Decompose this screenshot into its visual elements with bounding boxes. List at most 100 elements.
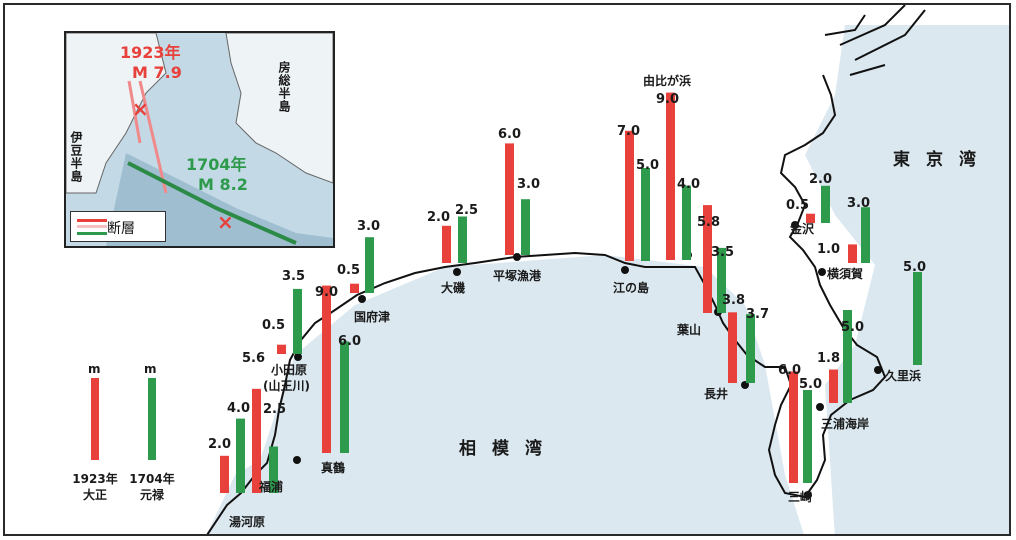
value-label: 5.6 xyxy=(242,351,266,366)
legend-green-era: 元禄 xyxy=(139,488,164,502)
value-label: 3.0 xyxy=(517,177,541,192)
legend-green-year: 1704年 xyxy=(129,472,175,486)
inset-boso xyxy=(225,33,333,184)
fault-1704 xyxy=(127,161,297,245)
place-label: 小田原 xyxy=(271,363,308,377)
epicenter-1704: × xyxy=(217,210,234,234)
tsunami-bar-1704 xyxy=(365,237,374,293)
tsunami-bar-1923 xyxy=(442,225,451,263)
fault-legend-white-gap xyxy=(77,225,107,228)
tsunami-bar-1704 xyxy=(641,168,650,261)
tsunami-bar-1704 xyxy=(521,199,530,255)
tsunami-bar-1923 xyxy=(277,344,286,354)
tsunami-bar-1923 xyxy=(350,283,359,293)
tokyo-bay-label: 東京湾 xyxy=(893,150,992,170)
tsunami-bar-1704 xyxy=(861,207,870,263)
place-label: (山王川) xyxy=(263,379,310,393)
value-label: 0.5 xyxy=(786,198,810,213)
place-label: 国府津 xyxy=(354,310,391,324)
value-label: 2.5 xyxy=(263,402,287,417)
tsunami-bar-1923 xyxy=(806,213,815,223)
tsunami-bar-1704 xyxy=(913,272,922,365)
value-label: 3.5 xyxy=(711,245,735,260)
value-label: 3.7 xyxy=(746,307,770,322)
fault-legend-green-swatch xyxy=(77,232,107,235)
tokyo-bay-water xyxy=(805,25,1009,534)
value-label: 7.0 xyxy=(617,124,641,139)
place-label: 大磯 xyxy=(441,281,466,295)
inset-map: × × 1923年 M 7.9 1704年 M 8.2 房総半島 伊豆半島 断層 xyxy=(64,31,335,248)
value-label: 2.5 xyxy=(455,203,479,218)
value-label: 5.0 xyxy=(841,320,865,335)
eq1923-mag: M 7.9 xyxy=(132,63,182,82)
tsunami-bar-1704 xyxy=(269,446,278,493)
place-label: 葉山 xyxy=(677,323,702,337)
legend-unit-green: m xyxy=(144,362,157,376)
legend-red-era: 大正 xyxy=(82,488,107,502)
place-label: 金沢 xyxy=(790,222,815,236)
tsunami-bar-1704 xyxy=(803,390,812,483)
tsunami-bar-1923 xyxy=(505,143,514,255)
sagami-bay-water xyxy=(206,255,804,534)
inset-land xyxy=(66,33,167,194)
tsunami-bar-1704 xyxy=(746,314,755,383)
value-label: 2.0 xyxy=(809,172,833,187)
value-label: 6.0 xyxy=(338,334,362,349)
value-label: 5.0 xyxy=(799,377,823,392)
legend-red-label: 1923年 大正 xyxy=(67,471,123,503)
fault-legend-red-swatch xyxy=(77,219,107,222)
tsunami-bar-1704 xyxy=(340,341,349,453)
tsunami-bar-1923 xyxy=(625,130,634,261)
tsunami-bar-1704 xyxy=(843,310,852,403)
legend-red-year: 1923年 xyxy=(72,472,118,486)
place-label: 由比が浜 xyxy=(643,74,692,88)
value-label: 9.0 xyxy=(315,285,339,300)
value-label: 5.0 xyxy=(903,260,927,275)
value-label: 2.0 xyxy=(427,210,451,225)
fault-1923 xyxy=(127,80,168,194)
legend-green-swatch xyxy=(148,378,156,460)
tsunami-bar-1704 xyxy=(717,247,726,313)
place-label: 三浦海岸 xyxy=(821,417,870,431)
tsunami-bar-1923 xyxy=(322,285,331,453)
value-label: 3.0 xyxy=(357,219,381,234)
eq1704-year: 1704年 xyxy=(186,155,247,174)
tsunami-bar-1923 xyxy=(220,455,229,493)
value-label: 5.0 xyxy=(636,158,660,173)
place-label: 横須賀 xyxy=(827,267,864,281)
place-label: 三崎 xyxy=(788,490,813,504)
tsunami-bar-1923 xyxy=(829,369,838,403)
tsunami-bar-1704 xyxy=(821,185,830,223)
map-frame: 2.0 4.0 5.6 2.5 0.5 3.5 9.0 6.0 0.5 3.0 … xyxy=(3,3,1011,536)
tsunami-bar-1704 xyxy=(682,185,691,260)
tsunami-bar-1923 xyxy=(703,205,712,313)
eq1923-label: 1923年 M 7.9 xyxy=(120,43,182,83)
value-label: 3.5 xyxy=(282,269,306,284)
tsunami-bar-1923 xyxy=(789,371,798,483)
tsunami-bar-1923 xyxy=(848,244,857,263)
value-label: 6.0 xyxy=(498,127,522,142)
tsunami-bar-1704 xyxy=(458,216,467,263)
place-label: 真鶴 xyxy=(321,461,346,475)
value-label: 2.0 xyxy=(208,437,232,452)
value-label: 3.8 xyxy=(722,293,746,308)
place-label: 久里浜 xyxy=(885,369,922,383)
tsunami-bar-1923 xyxy=(728,312,737,383)
place-label: 福浦 xyxy=(259,480,284,494)
eq1704-mag: M 8.2 xyxy=(198,175,248,194)
fault-legend-label: 断層 xyxy=(107,221,135,237)
value-label: 0.5 xyxy=(337,263,361,278)
legend-unit-red: m xyxy=(88,362,101,376)
value-label: 5.8 xyxy=(697,215,721,230)
place-label: 平塚漁港 xyxy=(493,269,542,283)
value-label: 4.0 xyxy=(227,401,251,416)
tsunami-bar-1923 xyxy=(666,92,675,260)
tsunami-bar-1923 xyxy=(252,388,261,493)
fault-legend: 断層 xyxy=(70,211,166,242)
value-label: 0.5 xyxy=(262,318,286,333)
port-structures xyxy=(824,5,926,76)
place-label: 湯河原 xyxy=(229,515,266,529)
value-label: 3.0 xyxy=(847,196,871,211)
value-label: 6.0 xyxy=(778,363,802,378)
boso-label: 房総半島 xyxy=(277,61,291,113)
